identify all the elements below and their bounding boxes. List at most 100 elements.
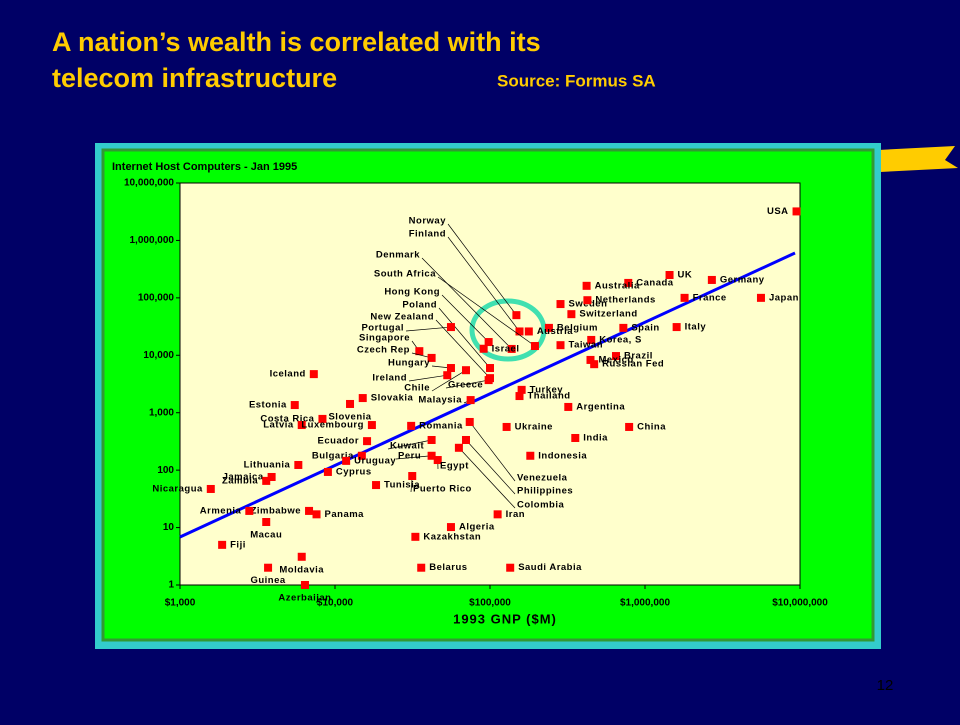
y-tick-label: 1 <box>168 580 174 591</box>
point-label: Mexico <box>598 354 633 365</box>
point <box>567 310 575 318</box>
point <box>443 371 451 379</box>
point <box>407 422 415 430</box>
point-label: Austria <box>537 326 573 337</box>
point <box>447 323 455 331</box>
point <box>428 436 436 444</box>
point <box>262 518 270 526</box>
y-tick-label: 1,000 <box>149 407 174 418</box>
point <box>313 510 321 518</box>
point-label: Saudi Arabia <box>518 562 582 573</box>
point <box>480 345 488 353</box>
point-label: Zimbabwe <box>251 505 301 516</box>
point-label: Philippines <box>517 486 573 497</box>
point <box>305 507 313 515</box>
point <box>455 444 463 452</box>
decoration <box>878 146 958 172</box>
point <box>531 342 539 350</box>
point <box>557 341 565 349</box>
point <box>342 457 350 465</box>
point-label: Luxembourg <box>301 420 364 431</box>
point <box>681 294 689 302</box>
point-label: Macau <box>250 530 282 541</box>
point-label: Azerbaijan <box>278 593 331 604</box>
point <box>298 553 306 561</box>
y-tick-label: 100 <box>157 465 174 476</box>
point <box>512 311 520 319</box>
point-label: Armenia <box>200 505 242 516</box>
point <box>467 396 475 404</box>
point <box>486 364 494 372</box>
point <box>262 477 270 485</box>
point-label: Italy <box>685 322 707 333</box>
point <box>625 423 633 431</box>
point-label: Nicaragua <box>152 483 203 494</box>
point <box>346 400 354 408</box>
point-label: Germany <box>720 274 765 285</box>
point-label: Taiwan <box>569 340 604 351</box>
point <box>757 294 765 302</box>
point-label: Uruguay <box>354 455 396 466</box>
point <box>359 394 367 402</box>
point <box>516 392 524 400</box>
point <box>294 461 302 469</box>
point <box>218 541 226 549</box>
point-label: Greece <box>448 380 483 391</box>
point <box>557 300 565 308</box>
point-label: Panama <box>325 509 365 520</box>
point-label: Argentina <box>576 401 625 412</box>
y-tick-label: 10,000,000 <box>124 178 174 189</box>
point <box>291 401 299 409</box>
point <box>462 436 470 444</box>
point <box>673 323 681 331</box>
point <box>408 472 416 480</box>
point-label: Ireland <box>372 373 407 384</box>
point-label: Latvia <box>263 420 294 431</box>
point-label: USA <box>767 206 789 217</box>
point-label: Australia <box>595 280 640 291</box>
point-label: Kazakhstan <box>423 531 481 542</box>
point <box>368 421 376 429</box>
point-label: Romania <box>419 420 463 431</box>
point-label: Netherlands <box>595 295 655 306</box>
point-label: Canada <box>636 277 674 288</box>
point-label: Fiji <box>230 539 246 550</box>
point <box>207 485 215 493</box>
point-label: Moldavia <box>279 564 324 575</box>
point <box>245 507 253 515</box>
point-label: Iceland <box>270 369 306 380</box>
point-label: Ecuador <box>318 436 360 447</box>
point-label: New Zealand <box>370 312 434 323</box>
x-tick-label: $10,000,000 <box>772 598 828 609</box>
point <box>466 418 474 426</box>
point-label: Indonesia <box>538 450 587 461</box>
point-label: Egypt <box>440 461 469 472</box>
point <box>525 327 533 335</box>
point <box>526 452 534 460</box>
point-label: Singapore <box>359 333 410 344</box>
point-label: Belarus <box>429 562 467 573</box>
point-label: Thailand <box>528 391 571 402</box>
point <box>506 564 514 572</box>
point <box>301 581 309 589</box>
point-label: Cyprus <box>336 466 372 477</box>
point <box>485 376 493 384</box>
point <box>324 468 332 476</box>
point-label: Puerto Rico <box>413 484 472 495</box>
point <box>583 282 591 290</box>
point-label: Korea, S <box>599 334 642 345</box>
point-label: Venezuela <box>517 473 568 484</box>
y-tick-label: 10,000 <box>143 350 174 361</box>
point <box>447 364 455 372</box>
point <box>462 366 470 374</box>
point <box>586 356 594 364</box>
x-tick-label: $1,000,000 <box>620 598 670 609</box>
point <box>708 276 716 284</box>
point <box>363 437 371 445</box>
x-tick-label: $100,000 <box>469 598 511 609</box>
point-label: Guinea <box>250 575 285 586</box>
point-label: France <box>693 292 727 303</box>
page-number: 12 <box>877 677 894 694</box>
